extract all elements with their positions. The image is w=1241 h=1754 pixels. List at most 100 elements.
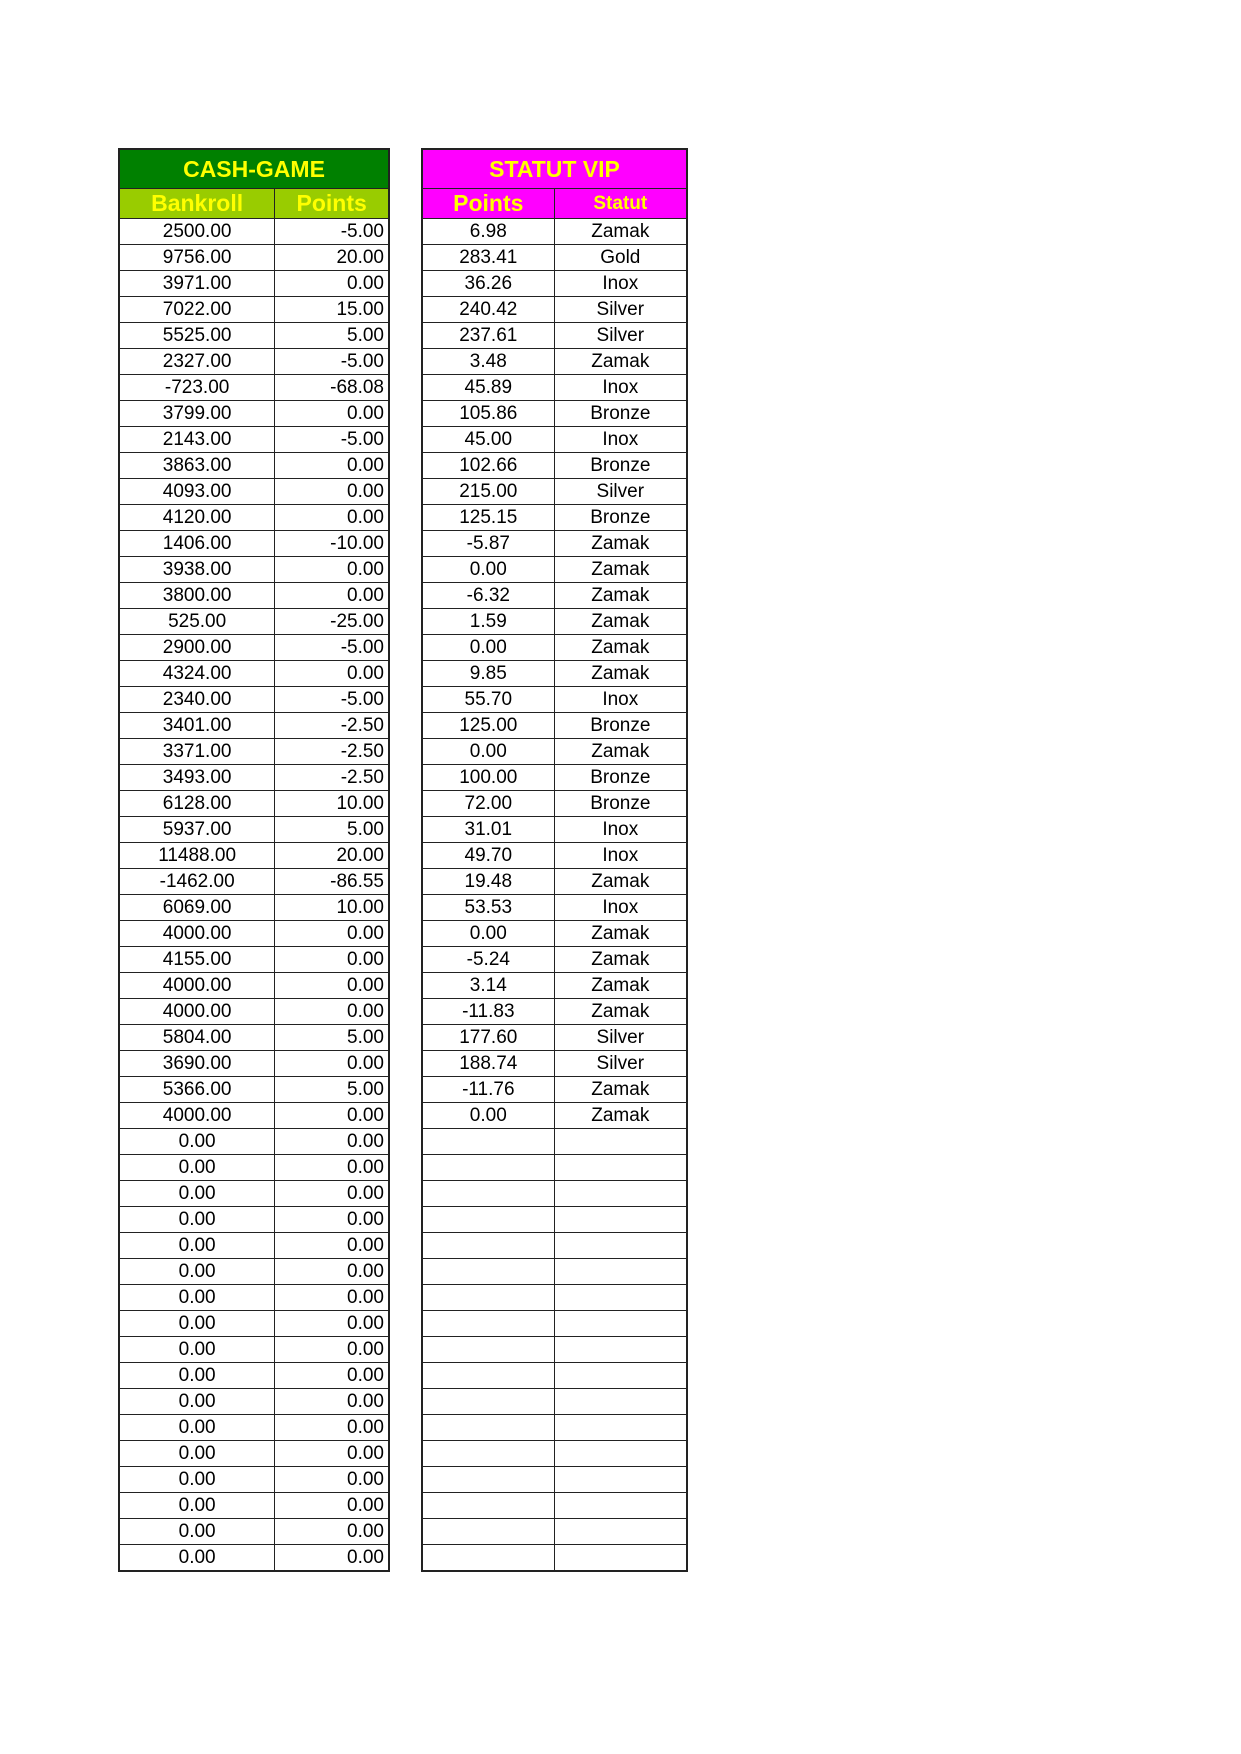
points-cell: 0.00 (274, 1128, 390, 1155)
points-cell: 0.00 (274, 1466, 390, 1493)
table-row: 4000.00 0.00 (118, 920, 390, 947)
bankroll-cell: 0.00 (118, 1310, 276, 1337)
points-cell: 6.98 (421, 218, 555, 245)
table-row: 105.86 Bronze (421, 400, 688, 427)
table-row: 72.00 Bronze (421, 790, 688, 817)
statut-cell: Zamak (553, 218, 688, 245)
bankroll-cell: 0.00 (118, 1232, 276, 1259)
table-row: 2143.00 -5.00 (118, 426, 390, 453)
table-row (421, 1544, 688, 1572)
table-row: 0.00 0.00 (118, 1232, 390, 1259)
table-row: 0.00 0.00 (118, 1336, 390, 1363)
table-row: 0.00 0.00 (118, 1154, 390, 1181)
table-row: 3493.00 -2.50 (118, 764, 390, 791)
points-cell: 3.14 (421, 972, 555, 999)
bankroll-cell: 0.00 (118, 1154, 276, 1181)
bankroll-cell: 9756.00 (118, 244, 276, 271)
points-cell: -68.08 (274, 374, 390, 401)
points-cell: 0.00 (421, 920, 555, 947)
points-cell: 283.41 (421, 244, 555, 271)
points-cell: 125.00 (421, 712, 555, 739)
table-row: 4000.00 0.00 (118, 998, 390, 1025)
statut-cell: Inox (553, 894, 688, 921)
statut-cell: Bronze (553, 400, 688, 427)
bankroll-cell: 0.00 (118, 1284, 276, 1311)
table-row (421, 1336, 688, 1363)
table-row: 525.00 -25.00 (118, 608, 390, 635)
bankroll-cell: 5525.00 (118, 322, 276, 349)
table-row: 2900.00 -5.00 (118, 634, 390, 661)
bankroll-cell: 0.00 (118, 1336, 276, 1363)
points-cell (421, 1180, 555, 1207)
table-row: 36.26 Inox (421, 270, 688, 297)
bankroll-cell: -723.00 (118, 374, 276, 401)
table-row: 177.60 Silver (421, 1024, 688, 1051)
points-cell: 10.00 (274, 894, 390, 921)
points-cell (421, 1414, 555, 1441)
statut-cell (553, 1206, 688, 1233)
points-cell: 237.61 (421, 322, 555, 349)
table-row (421, 1206, 688, 1233)
table-row: 45.00 Inox (421, 426, 688, 453)
statut-cell: Zamak (553, 530, 688, 557)
table-row: 9756.00 20.00 (118, 244, 390, 271)
points-cell: 0.00 (274, 1102, 390, 1129)
table-row: 3.14 Zamak (421, 972, 688, 999)
points-cell: 0.00 (274, 1362, 390, 1389)
points-cell: 0.00 (274, 1180, 390, 1207)
table-row: 1406.00 -10.00 (118, 530, 390, 557)
table-row: 0.00 0.00 (118, 1518, 390, 1545)
statut-cell: Silver (553, 478, 688, 505)
points-cell: 0.00 (274, 1388, 390, 1415)
cash-game-table: CASH-GAME Bankroll Points 2500.00 -5.00 97… (118, 148, 390, 1572)
table-row: 9.85 Zamak (421, 660, 688, 687)
bankroll-cell: 4324.00 (118, 660, 276, 687)
points-cell: 1.59 (421, 608, 555, 635)
points-cell: 0.00 (274, 1206, 390, 1233)
statut-cell (553, 1362, 688, 1389)
table-row: 0.00 0.00 (118, 1180, 390, 1207)
bankroll-cell: 0.00 (118, 1128, 276, 1155)
table-row: 240.42 Silver (421, 296, 688, 323)
points-cell (421, 1466, 555, 1493)
points-cell: 45.89 (421, 374, 555, 401)
table-row: 2500.00 -5.00 (118, 218, 390, 245)
statut-cell: Inox (553, 816, 688, 843)
table-row: 0.00 0.00 (118, 1440, 390, 1467)
points-cell: 0.00 (274, 972, 390, 999)
points-cell (421, 1128, 555, 1155)
statut-cell (553, 1154, 688, 1181)
points-cell: 0.00 (274, 556, 390, 583)
points-cell: 72.00 (421, 790, 555, 817)
table-row: 215.00 Silver (421, 478, 688, 505)
points-cell: 102.66 (421, 452, 555, 479)
bankroll-cell: -1462.00 (118, 868, 276, 895)
bankroll-cell: 3863.00 (118, 452, 276, 479)
bankroll-cell: 3690.00 (118, 1050, 276, 1077)
table-row: 3971.00 0.00 (118, 270, 390, 297)
statut-cell (553, 1232, 688, 1259)
statut-cell: Inox (553, 374, 688, 401)
table-row: 1.59 Zamak (421, 608, 688, 635)
statut-cell: Inox (553, 842, 688, 869)
points-cell: -2.50 (274, 712, 390, 739)
table-row: 188.74 Silver (421, 1050, 688, 1077)
points-cell (421, 1440, 555, 1467)
points-cell: -5.00 (274, 426, 390, 453)
table-row: 102.66 Bronze (421, 452, 688, 479)
bankroll-cell: 3799.00 (118, 400, 276, 427)
points-cell (421, 1310, 555, 1337)
points-cell: 0.00 (274, 1154, 390, 1181)
statut-cell: Zamak (553, 738, 688, 765)
bankroll-cell: 0.00 (118, 1492, 276, 1519)
table-row: 4155.00 0.00 (118, 946, 390, 973)
statut-cell: Zamak (553, 868, 688, 895)
statut-cell: Bronze (553, 452, 688, 479)
table-row (421, 1180, 688, 1207)
table-row: 0.00 0.00 (118, 1466, 390, 1493)
table-row: -5.87 Zamak (421, 530, 688, 557)
bankroll-cell: 0.00 (118, 1180, 276, 1207)
points-cell: 9.85 (421, 660, 555, 687)
bankroll-cell: 2143.00 (118, 426, 276, 453)
statut-cell: Zamak (553, 998, 688, 1025)
